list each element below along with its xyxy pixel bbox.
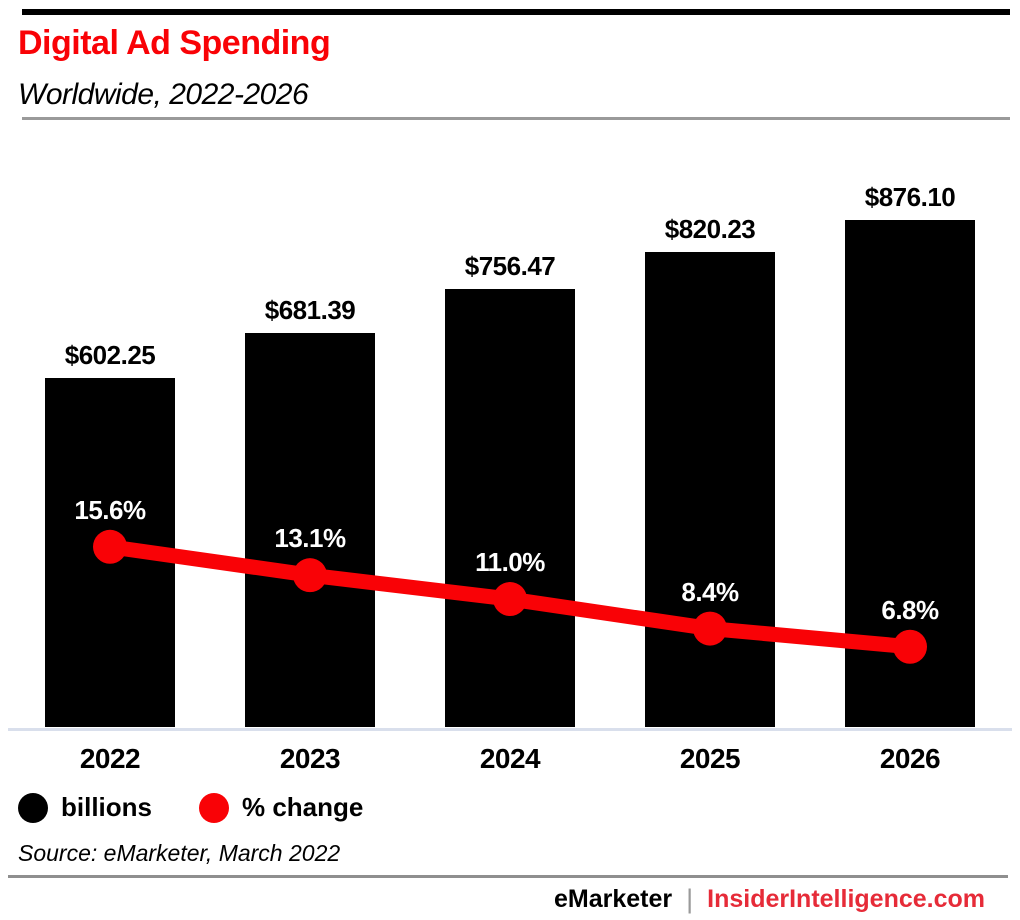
bar-2023 [245, 333, 375, 727]
bar-value-label-2024: $756.47 [464, 251, 556, 281]
pct-change-label-2022: 15.6% [74, 494, 146, 525]
footer-rule [8, 875, 1008, 878]
bar-2025 [645, 252, 775, 727]
x-axis-label-2022: 2022 [79, 743, 141, 774]
legend: billions % change [18, 792, 363, 823]
x-axis-line [8, 728, 1012, 731]
source-note: Source: eMarketer, March 2022 [18, 840, 341, 866]
chart-title: Digital Ad Spending [18, 24, 331, 62]
legend-label-billions: billions [61, 792, 152, 822]
legend-swatch-billions-icon [18, 792, 48, 823]
legend-swatch-pct-change-icon [199, 792, 229, 823]
bar-2022 [45, 378, 175, 727]
pct-change-label-2026: 6.8% [881, 594, 939, 625]
bar-2024 [445, 289, 575, 727]
pct-change-label-2025: 8.4% [681, 576, 739, 607]
bar-value-label-2025: $820.23 [664, 214, 756, 244]
x-axis-label-2026: 2026 [879, 743, 941, 774]
top-rule [22, 9, 1010, 15]
x-axis-label-2024: 2024 [479, 743, 541, 774]
chart-subtitle: Worldwide, 2022-2026 [18, 78, 309, 111]
legend-label-pct-change: % change [242, 792, 364, 822]
bar-value-label-2022: $602.25 [64, 340, 156, 370]
footer-separator: | [686, 884, 694, 914]
x-axis-label-2025: 2025 [679, 743, 741, 774]
bar-value-label-2026: $876.10 [864, 182, 956, 212]
bar-value-label-2023: $681.39 [264, 295, 356, 325]
emarketer-logo: eMarketer [553, 885, 673, 913]
header-rule [22, 117, 1010, 120]
x-axis-label-2023: 2023 [279, 743, 341, 774]
pct-change-label-2023: 13.1% [274, 523, 346, 554]
insider-intelligence-link[interactable]: InsiderIntelligence.com [707, 885, 985, 913]
pct-change-label-2024: 11.0% [475, 547, 545, 578]
bar-2026 [845, 220, 975, 727]
footer: eMarketer | InsiderIntelligence.com [554, 884, 985, 915]
